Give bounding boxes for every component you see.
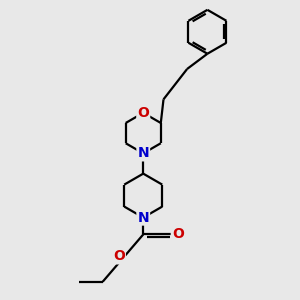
Text: O: O	[172, 227, 184, 242]
Text: O: O	[113, 249, 125, 263]
Text: O: O	[137, 106, 149, 120]
Text: N: N	[137, 211, 149, 225]
Text: N: N	[137, 146, 149, 161]
